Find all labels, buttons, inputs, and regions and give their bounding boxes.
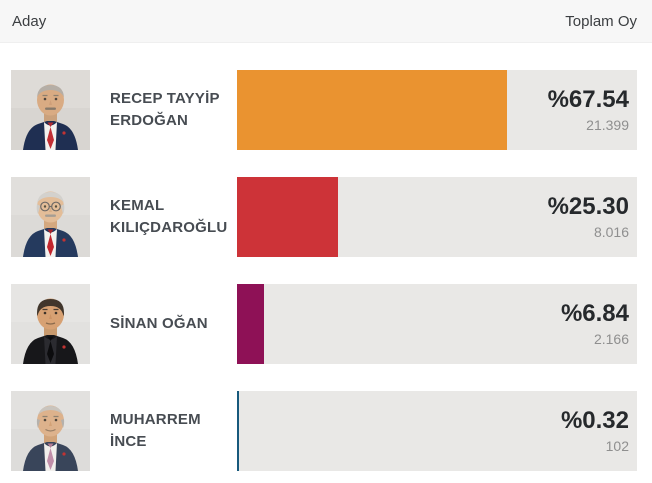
vote-bar-fill xyxy=(237,284,265,364)
candidate-row-kilicdaroglu: KEMAL KILIÇDAROĞLU %25.30 8.016 xyxy=(11,177,652,257)
candidate-row-ince: MUHARREM İNCE %0.32 102 xyxy=(11,391,652,471)
vote-bar-track: %25.30 8.016 xyxy=(237,177,637,257)
header-total-votes-label: Toplam Oy xyxy=(565,12,637,30)
candidate-name-line1: MUHARREM xyxy=(110,411,201,428)
header-candidate-label: Aday xyxy=(12,12,47,30)
vote-percent: %67.54 xyxy=(547,86,629,113)
vote-bar-track: %6.84 2.166 xyxy=(237,284,637,364)
candidate-photo-erdogan xyxy=(11,70,90,150)
candidate-row-erdogan: RECEP TAYYİP ERDOĞAN %67.54 21.399 xyxy=(11,70,652,150)
candidate-photo-ince xyxy=(11,391,90,471)
candidate-name: KEMAL KILIÇDAROĞLU xyxy=(110,177,237,257)
candidate-photo-kilicdaroglu xyxy=(11,177,90,257)
candidate-name-line1: SİNAN OĞAN xyxy=(110,315,208,332)
vote-stats: %0.32 102 xyxy=(561,407,629,455)
candidate-name-line2: İNCE xyxy=(110,433,147,450)
candidate-name-line1: KEMAL xyxy=(110,197,165,214)
candidate-name-line1: RECEP TAYYİP xyxy=(110,90,220,107)
candidate-photo-ogan xyxy=(11,284,90,364)
vote-percent: %6.84 xyxy=(560,300,629,327)
vote-count: 2.166 xyxy=(593,331,629,347)
vote-percent: %25.30 xyxy=(547,193,629,220)
vote-bar-fill xyxy=(237,70,508,150)
vote-bar-track: %0.32 102 xyxy=(237,391,637,471)
vote-count: 102 xyxy=(605,438,629,454)
candidate-name: SİNAN OĞAN xyxy=(110,284,237,364)
candidate-name-line2: ERDOĞAN xyxy=(110,112,189,129)
vote-bar-track: %67.54 21.399 xyxy=(237,70,637,150)
vote-count: 21.399 xyxy=(586,117,629,133)
results-header: Aday Toplam Oy xyxy=(0,0,652,43)
results-list: RECEP TAYYİP ERDOĞAN %67.54 21.399 xyxy=(0,43,652,471)
vote-bar-fill xyxy=(237,177,339,257)
candidate-name: MUHARREM İNCE xyxy=(110,391,237,471)
candidate-name-line2: KILIÇDAROĞLU xyxy=(110,219,228,236)
candidate-row-ogan: SİNAN OĞAN %6.84 2.166 xyxy=(11,284,652,364)
vote-count: 8.016 xyxy=(593,224,629,240)
vote-percent: %0.32 xyxy=(560,407,629,434)
vote-stats: %6.84 2.166 xyxy=(561,300,629,348)
vote-stats: %25.30 8.016 xyxy=(548,193,629,241)
vote-stats: %67.54 21.399 xyxy=(548,86,629,134)
vote-bar-fill xyxy=(237,391,239,471)
candidate-name: RECEP TAYYİP ERDOĞAN xyxy=(110,70,237,150)
